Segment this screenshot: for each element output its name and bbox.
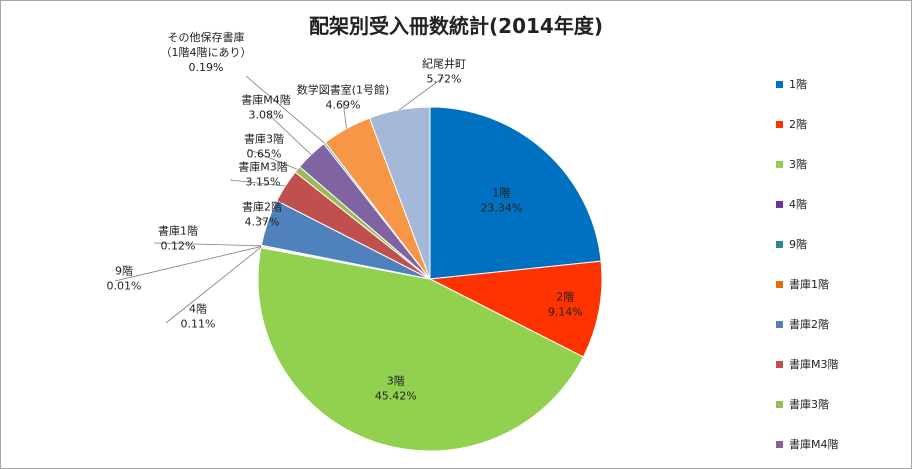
legend-swatch: [776, 200, 783, 208]
slice-percent-書庫2階: 4.37%: [245, 216, 280, 229]
legend-swatch: [776, 400, 783, 408]
slice-label-書庫2階: 書庫2階: [242, 200, 282, 214]
legend-swatch: [776, 280, 783, 288]
leader-line-紀尾井町: [399, 76, 445, 111]
legend-swatch: [776, 160, 783, 168]
legend-label: 4階: [789, 198, 807, 211]
slice-percent-書庫1階: 0.12%: [161, 240, 196, 253]
slice-label-2階: 2階: [556, 290, 574, 304]
slice-label-その他保存書庫: その他保存書庫: [168, 30, 245, 44]
slice-percent-1階: 23.34%: [480, 201, 522, 214]
pie-slice-2階: [428, 260, 603, 358]
legend-label: 1階: [789, 78, 807, 91]
leader-line-4階: [165, 246, 262, 324]
legend-label: 書庫1階: [789, 278, 829, 291]
pie-slice-1階: [429, 106, 602, 280]
slice-percent-数学図書室1号館: 4.69%: [326, 99, 361, 112]
legend-swatch: [776, 80, 783, 88]
legend-item-書庫1階: 書庫1階: [776, 264, 839, 304]
slice-percent-4階: 0.11%: [181, 318, 216, 331]
slice-label-その他保存書庫: （1階4階にあり）: [161, 45, 252, 59]
slice-percent-その他保存書庫: 0.19%: [189, 61, 224, 74]
legend-item-書庫m4階: 書庫M4階: [776, 424, 839, 464]
slice-label-4階: 4階: [189, 302, 207, 316]
chart-title: 配架別受入冊数統計(2014年度): [309, 14, 603, 38]
slice-label-書庫m4階: 書庫M4階: [241, 93, 291, 107]
slice-percent-書庫m4階: 3.08%: [249, 109, 284, 122]
slice-label-1階: 1階: [492, 185, 510, 199]
legend-item-2階: 2階: [776, 104, 839, 144]
legend-label: 書庫3階: [789, 398, 829, 411]
slice-label-書庫1階: 書庫1階: [158, 224, 198, 238]
legend-label: 9階: [789, 238, 807, 251]
pie-slice-3階: [257, 247, 585, 452]
legend-label: 書庫2階: [789, 318, 829, 331]
leader-line-書庫2階: [255, 215, 268, 223]
leader-line-書庫1階: [153, 242, 262, 247]
slice-label-書庫3階: 書庫3階: [244, 132, 284, 146]
legend-label: 2階: [789, 118, 807, 131]
legend-swatch: [776, 240, 783, 248]
legend-swatch: [776, 120, 783, 128]
slice-percent-2階: 9.14%: [548, 306, 583, 319]
legend-item-3階: 3階: [776, 144, 839, 184]
legend-item-1階: 1階: [776, 64, 839, 104]
legend-label: 書庫M4階: [789, 438, 839, 451]
slice-percent-書庫3階: 0.65%: [247, 148, 282, 161]
leader-line-書庫m4階: [265, 111, 312, 155]
leader-line-その他保存書庫: [245, 75, 325, 144]
legend-swatch: [776, 360, 783, 368]
pie-slice-紀尾井町: [368, 106, 431, 280]
leader-line-数学図書室1号館: [342, 100, 347, 129]
leader-line-9階: [114, 246, 262, 282]
slice-label-紀尾井町: 紀尾井町: [422, 57, 466, 71]
legend-item-書庫3階: 書庫3階: [776, 384, 839, 424]
slice-percent-9階: 0.01%: [107, 280, 142, 293]
slice-percent-3階: 45.42%: [375, 390, 417, 403]
leader-line-書庫3階: [247, 148, 298, 170]
legend-swatch: [776, 440, 783, 448]
legend-label: 書庫M3階: [789, 358, 839, 371]
legend-item-4階: 4階: [776, 184, 839, 224]
legend-label: 3階: [789, 158, 807, 171]
legend-item-書庫m3階: 書庫M3階: [776, 344, 839, 384]
leader-line-書庫m3階: [229, 179, 286, 187]
legend-item-書庫2階: 書庫2階: [776, 304, 839, 344]
legend-item-9階: 9階: [776, 224, 839, 264]
legend: 1階 2階 3階 4階 9階書庫1階書庫2階書庫M3階書庫3階書庫M4階: [776, 64, 839, 464]
slice-label-9階: 9階: [115, 264, 133, 278]
slice-percent-書庫m3階: 3.15%: [246, 176, 281, 189]
slice-label-数学図書室1号館: 数学図書室(1号館): [297, 83, 390, 97]
slice-label-3階: 3階: [387, 374, 405, 388]
slice-percent-紀尾井町: 5.72%: [427, 73, 462, 86]
slice-label-書庫m3階: 書庫M3階: [238, 160, 288, 174]
legend-swatch: [776, 320, 783, 328]
